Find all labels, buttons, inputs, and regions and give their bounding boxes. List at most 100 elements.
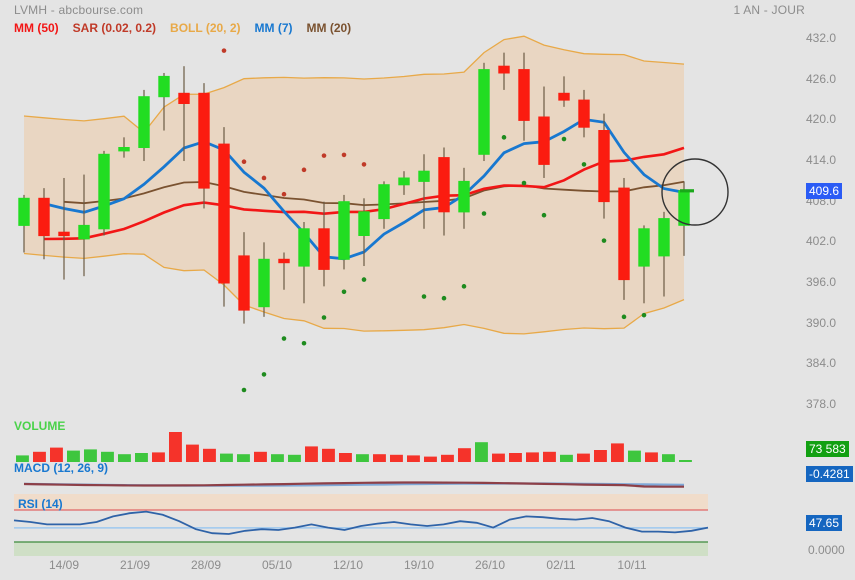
sar-dot	[321, 315, 327, 320]
volume-bar	[305, 446, 318, 462]
candlestick[interactable]	[178, 66, 190, 162]
candlestick[interactable]	[238, 232, 250, 324]
volume-bar	[560, 454, 573, 462]
date-axis-tick: 26/10	[474, 558, 506, 572]
candlestick[interactable]	[98, 150, 110, 236]
candlestick[interactable]	[398, 171, 410, 195]
candle-body	[618, 187, 630, 281]
candlestick[interactable]	[498, 52, 510, 90]
candlestick[interactable]	[58, 177, 70, 280]
sar-dot	[421, 294, 427, 299]
candlestick[interactable]	[358, 198, 370, 267]
volume-bar	[33, 451, 46, 462]
candle-body	[118, 147, 130, 152]
price-chart-svg[interactable]	[0, 12, 806, 432]
legend-item-mm50[interactable]: MM (50)	[14, 21, 59, 35]
volume-bar	[611, 443, 624, 462]
volume-bar	[271, 454, 284, 462]
candle-body	[178, 92, 190, 105]
volume-bar	[339, 453, 352, 462]
candlestick[interactable]	[378, 181, 390, 229]
volume-bar	[628, 450, 641, 462]
bollinger-band-fill	[24, 36, 684, 334]
volume-bar	[186, 444, 199, 462]
candlestick[interactable]	[538, 86, 550, 178]
candlestick[interactable]	[118, 137, 130, 158]
candle-body	[438, 157, 450, 213]
volume-chart-svg[interactable]	[0, 418, 806, 466]
candle-body	[638, 228, 650, 267]
candlestick[interactable]	[578, 89, 590, 138]
volume-bar	[509, 453, 522, 462]
candlestick[interactable]	[658, 211, 670, 297]
candle-body	[358, 211, 370, 237]
candlestick[interactable]	[338, 194, 350, 270]
price-panel[interactable]	[0, 12, 806, 432]
legend-item-mm20[interactable]: MM (20)	[306, 21, 352, 35]
current-price-badge: 409.6	[806, 182, 843, 199]
macd-chart-svg[interactable]	[0, 462, 806, 494]
candle-body	[138, 96, 150, 148]
candle-body	[98, 153, 110, 230]
rsi-chart-svg[interactable]	[0, 494, 806, 556]
candle-body	[458, 180, 470, 213]
candlestick[interactable]	[558, 76, 570, 107]
candlestick[interactable]	[38, 188, 50, 260]
candlestick[interactable]	[78, 174, 90, 277]
volume-panel[interactable]	[0, 418, 806, 466]
volume-bar	[679, 460, 692, 462]
volume-bar	[662, 454, 675, 462]
date-axis-tick: 19/10	[403, 558, 435, 572]
candle-body	[38, 197, 50, 237]
candlestick[interactable]	[298, 222, 310, 304]
sar-dot	[641, 312, 647, 318]
candlestick[interactable]	[618, 177, 630, 300]
rsi-panel[interactable]	[0, 494, 806, 556]
crossover-annotation-circle	[661, 158, 729, 226]
volume-bar	[50, 447, 63, 462]
candle-body	[78, 224, 90, 240]
volume-bar	[373, 454, 386, 462]
candle-body	[478, 69, 490, 155]
candlestick[interactable]	[638, 225, 650, 304]
candle-body	[278, 258, 290, 264]
volume-bar	[16, 455, 29, 462]
volume-bar	[407, 455, 420, 462]
candlestick[interactable]	[278, 252, 290, 290]
date-axis-tick: 02/11	[546, 558, 576, 572]
legend-item-sar[interactable]: SAR (0.02, 0.2)	[72, 21, 157, 35]
date-axis-tick: 14/09	[48, 558, 80, 572]
candlestick[interactable]	[598, 113, 610, 219]
candlestick[interactable]	[258, 242, 270, 317]
candle-body	[578, 99, 590, 128]
candle-body	[258, 258, 270, 308]
sar-dot	[441, 295, 447, 301]
volume-bar	[152, 452, 165, 462]
macd-line	[23, 481, 684, 488]
volume-bar	[254, 451, 267, 462]
macd-panel[interactable]	[0, 462, 806, 494]
sar-dot	[361, 277, 367, 282]
candlestick[interactable]	[418, 154, 430, 229]
candlestick[interactable]	[438, 147, 450, 236]
sar-dot	[601, 238, 607, 243]
sar-dot	[541, 212, 547, 218]
candlestick[interactable]	[318, 201, 330, 287]
candlestick[interactable]	[478, 62, 490, 162]
legend-item-mm7[interactable]: MM (7)	[254, 21, 293, 35]
volume-bar	[67, 450, 80, 462]
candlestick[interactable]	[138, 89, 150, 162]
candlestick[interactable]	[458, 167, 470, 229]
price-axis: 432.0 426.0 420.0 414.0 408.0 402.0 396.0 390.0…	[806, 0, 855, 440]
sar-dot	[281, 191, 287, 197]
candlestick[interactable]	[518, 52, 530, 141]
candlestick[interactable]	[198, 83, 210, 209]
candlestick[interactable]	[18, 194, 30, 253]
candle-body	[398, 177, 410, 186]
date-axis-tick: 12/10	[332, 558, 364, 572]
candlestick[interactable]	[158, 72, 170, 131]
legend-item-boll[interactable]: BOLL (20, 2)	[170, 21, 241, 35]
sar-dot	[281, 336, 287, 341]
candle-body	[658, 218, 670, 257]
candlestick[interactable]	[218, 127, 230, 307]
